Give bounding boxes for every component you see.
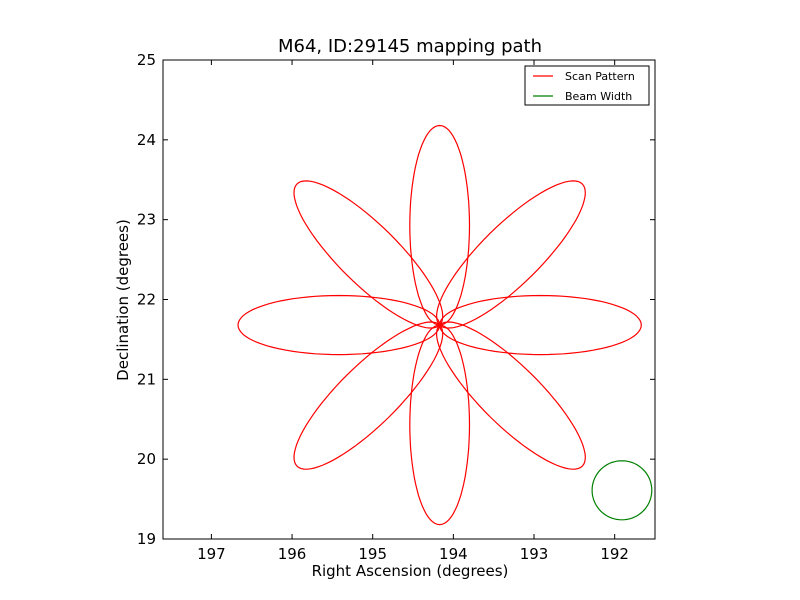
x-tick-label: 197 [197, 545, 226, 563]
scan-pattern-petal [435, 321, 586, 470]
y-axis-label: Declination (degrees) [114, 219, 132, 381]
axis-ticks: 197 196 195 194 193 192 19 20 21 22 23 24 25 [137, 51, 655, 563]
legend-box [524, 65, 650, 106]
scan-pattern-petal [439, 294, 642, 356]
y-tick-label: 25 [137, 51, 156, 69]
y-tick-label: 22 [137, 291, 156, 309]
scan-pattern-petal [293, 180, 444, 329]
y-tick-label: 21 [137, 370, 156, 388]
y-tick-label: 19 [137, 530, 156, 548]
y-tick-label: 23 [137, 211, 156, 229]
legend-label-scan-pattern: Scan Pattern [565, 70, 635, 83]
legend-label-beam-width: Beam Width [565, 90, 632, 103]
x-tick-label: 195 [358, 545, 387, 563]
y-tick-label: 24 [137, 131, 156, 149]
beam-width-circle [591, 460, 653, 521]
scan-pattern-petal [293, 321, 444, 470]
scan-pattern-petal [409, 124, 471, 326]
x-tick-label: 196 [278, 545, 307, 563]
legend: Scan Pattern Beam Width [524, 65, 650, 106]
x-tick-label: 192 [600, 545, 629, 563]
plot-area [237, 124, 653, 526]
scan-pattern-petal [237, 294, 441, 356]
y-tick-label: 20 [137, 450, 156, 468]
scan-pattern-petal [409, 324, 471, 526]
x-tick-label: 193 [520, 545, 549, 563]
chart-title: M64, ID:29145 mapping path [278, 36, 542, 57]
x-axis-label: Right Ascension (degrees) [312, 562, 509, 580]
scan-pattern-petal [435, 180, 586, 329]
x-tick-label: 194 [439, 545, 468, 563]
